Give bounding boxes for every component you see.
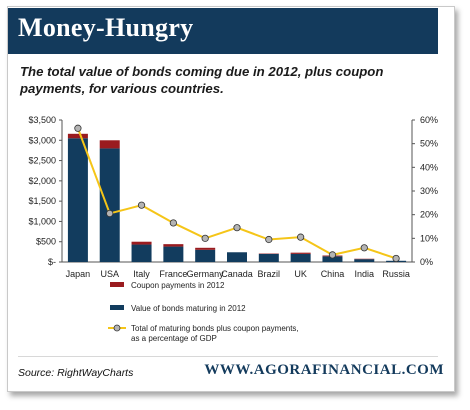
- legend-label-gdp-2: as a percentage of GDP: [131, 334, 217, 343]
- left-tick-label: $1,500: [28, 196, 56, 206]
- bar-bonds-france: [163, 246, 184, 262]
- x-tick-label: Japan: [66, 269, 91, 279]
- footer-divider: [18, 356, 438, 357]
- left-tick-label: $3,000: [28, 135, 56, 145]
- left-tick-label: $3,500: [28, 115, 56, 125]
- right-tick-label: 20%: [420, 210, 438, 220]
- left-tick-label: $500: [36, 237, 56, 247]
- x-tick-label: Canada: [221, 269, 253, 279]
- left-tick-label: $2,500: [28, 156, 56, 166]
- left-tick-label: $2,000: [28, 176, 56, 186]
- bar-coupon-usa: [99, 140, 120, 149]
- bar-bonds-india: [354, 259, 375, 262]
- legend-label-gdp-1: Total of maturing bonds plus coupon paym…: [131, 324, 299, 333]
- gdp-line-series: [74, 124, 400, 263]
- bar-bonds-china: [322, 256, 343, 262]
- x-tick-label: Brazil: [258, 269, 281, 279]
- bar-coupon-japan: [67, 133, 88, 139]
- legend-label-coupon: Coupon payments in 2012: [131, 281, 225, 290]
- legend-swatch-marker: [113, 324, 121, 332]
- gdp-point-india: [360, 244, 368, 252]
- gdp-point-japan: [74, 124, 82, 132]
- tick-labels: $- $500 $1,000 $1,500 $2,000 $2,500 $3,000 $3,5…: [28, 115, 438, 279]
- x-tick-label: Italy: [133, 269, 150, 279]
- bar-coupon-uk: [290, 252, 311, 254]
- gdp-percentage-line: [76, 127, 397, 260]
- right-tick-label: 40%: [420, 162, 438, 172]
- right-tick-label: 10%: [420, 233, 438, 243]
- chart-subtitle: The total value of bonds coming due in 2…: [20, 64, 384, 96]
- gdp-point-italy: [137, 201, 146, 209]
- x-tick-label: France: [159, 269, 187, 279]
- bar-bonds-canada: [227, 252, 247, 262]
- bar-bonds-uk: [290, 253, 311, 262]
- x-tick-label: Russia: [382, 269, 410, 279]
- left-tick-label: $1,000: [28, 216, 56, 226]
- gdp-point-canada: [233, 224, 241, 232]
- gdp-point-china: [328, 251, 337, 259]
- left-tick-label: $-: [48, 257, 56, 267]
- x-tick-label: India: [355, 269, 375, 279]
- legend-swatch-coupon: [110, 282, 124, 287]
- right-tick-label: 50%: [420, 139, 438, 149]
- bar-coupon-italy: [131, 241, 152, 245]
- bar-bonds-germany: [195, 249, 216, 262]
- gdp-point-france: [169, 219, 177, 227]
- source-note: Source: RightWayCharts: [18, 367, 134, 379]
- gdp-point-russia: [392, 254, 400, 263]
- gdp-point-uk: [297, 233, 305, 241]
- bar-bonds-brazil: [258, 253, 279, 262]
- gdp-point-usa: [106, 209, 114, 218]
- bar-bonds-italy: [131, 244, 152, 262]
- legend-swatch-bonds: [110, 305, 124, 310]
- bar-bonds-usa: [99, 148, 120, 262]
- gdp-point-germany: [201, 234, 209, 242]
- x-tick-label: Germany: [187, 269, 225, 279]
- right-tick-label: 30%: [420, 186, 438, 196]
- x-tick-label: China: [321, 269, 345, 279]
- gdp-point-brazil: [265, 235, 273, 244]
- site-url: WWW.AGORAFINANCIAL.COM: [204, 362, 444, 378]
- right-tick-label: 0%: [420, 257, 433, 267]
- right-tick-label: 60%: [420, 115, 438, 125]
- bar-bonds-japan: [67, 138, 88, 262]
- title-banner: Money-Hungry: [8, 8, 438, 54]
- x-tick-label: UK: [294, 269, 307, 279]
- banner-title: Money-Hungry: [18, 13, 194, 42]
- x-tick-label: USA: [100, 269, 119, 279]
- bar-coupon-france: [163, 244, 184, 247]
- chart-legend: Coupon payments in 2012 Value of bonds ma…: [108, 281, 299, 343]
- bar-series: [67, 133, 407, 262]
- legend-label-bonds: Value of bonds maturing in 2012: [131, 304, 246, 313]
- bar-coupon-germany: [195, 247, 216, 250]
